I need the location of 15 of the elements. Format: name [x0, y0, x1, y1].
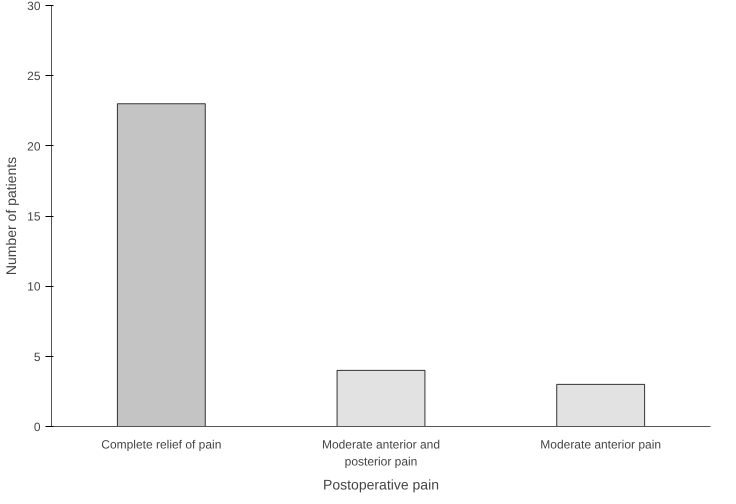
y-axis-title: Number of patients — [3, 156, 20, 276]
y-tick-label: 30 — [27, 0, 41, 13]
bar — [116, 103, 206, 426]
x-tick-label: Moderate anterior pain — [540, 438, 662, 452]
x-tick-label: Moderate anterior and posterior pain — [322, 438, 440, 468]
x-axis-title: Postoperative pain — [323, 476, 439, 492]
y-tick-label: 5 — [34, 350, 41, 364]
x-tick-label: Complete relief of pain — [101, 438, 222, 452]
y-tick-label: 25 — [27, 69, 41, 84]
y-tick-label: 15 — [27, 210, 41, 224]
y-tick-label: 20 — [27, 139, 41, 154]
y-tick-label: 10 — [27, 280, 41, 294]
bar — [336, 370, 426, 426]
y-tick-label: 0 — [34, 420, 41, 434]
bar — [556, 384, 646, 426]
